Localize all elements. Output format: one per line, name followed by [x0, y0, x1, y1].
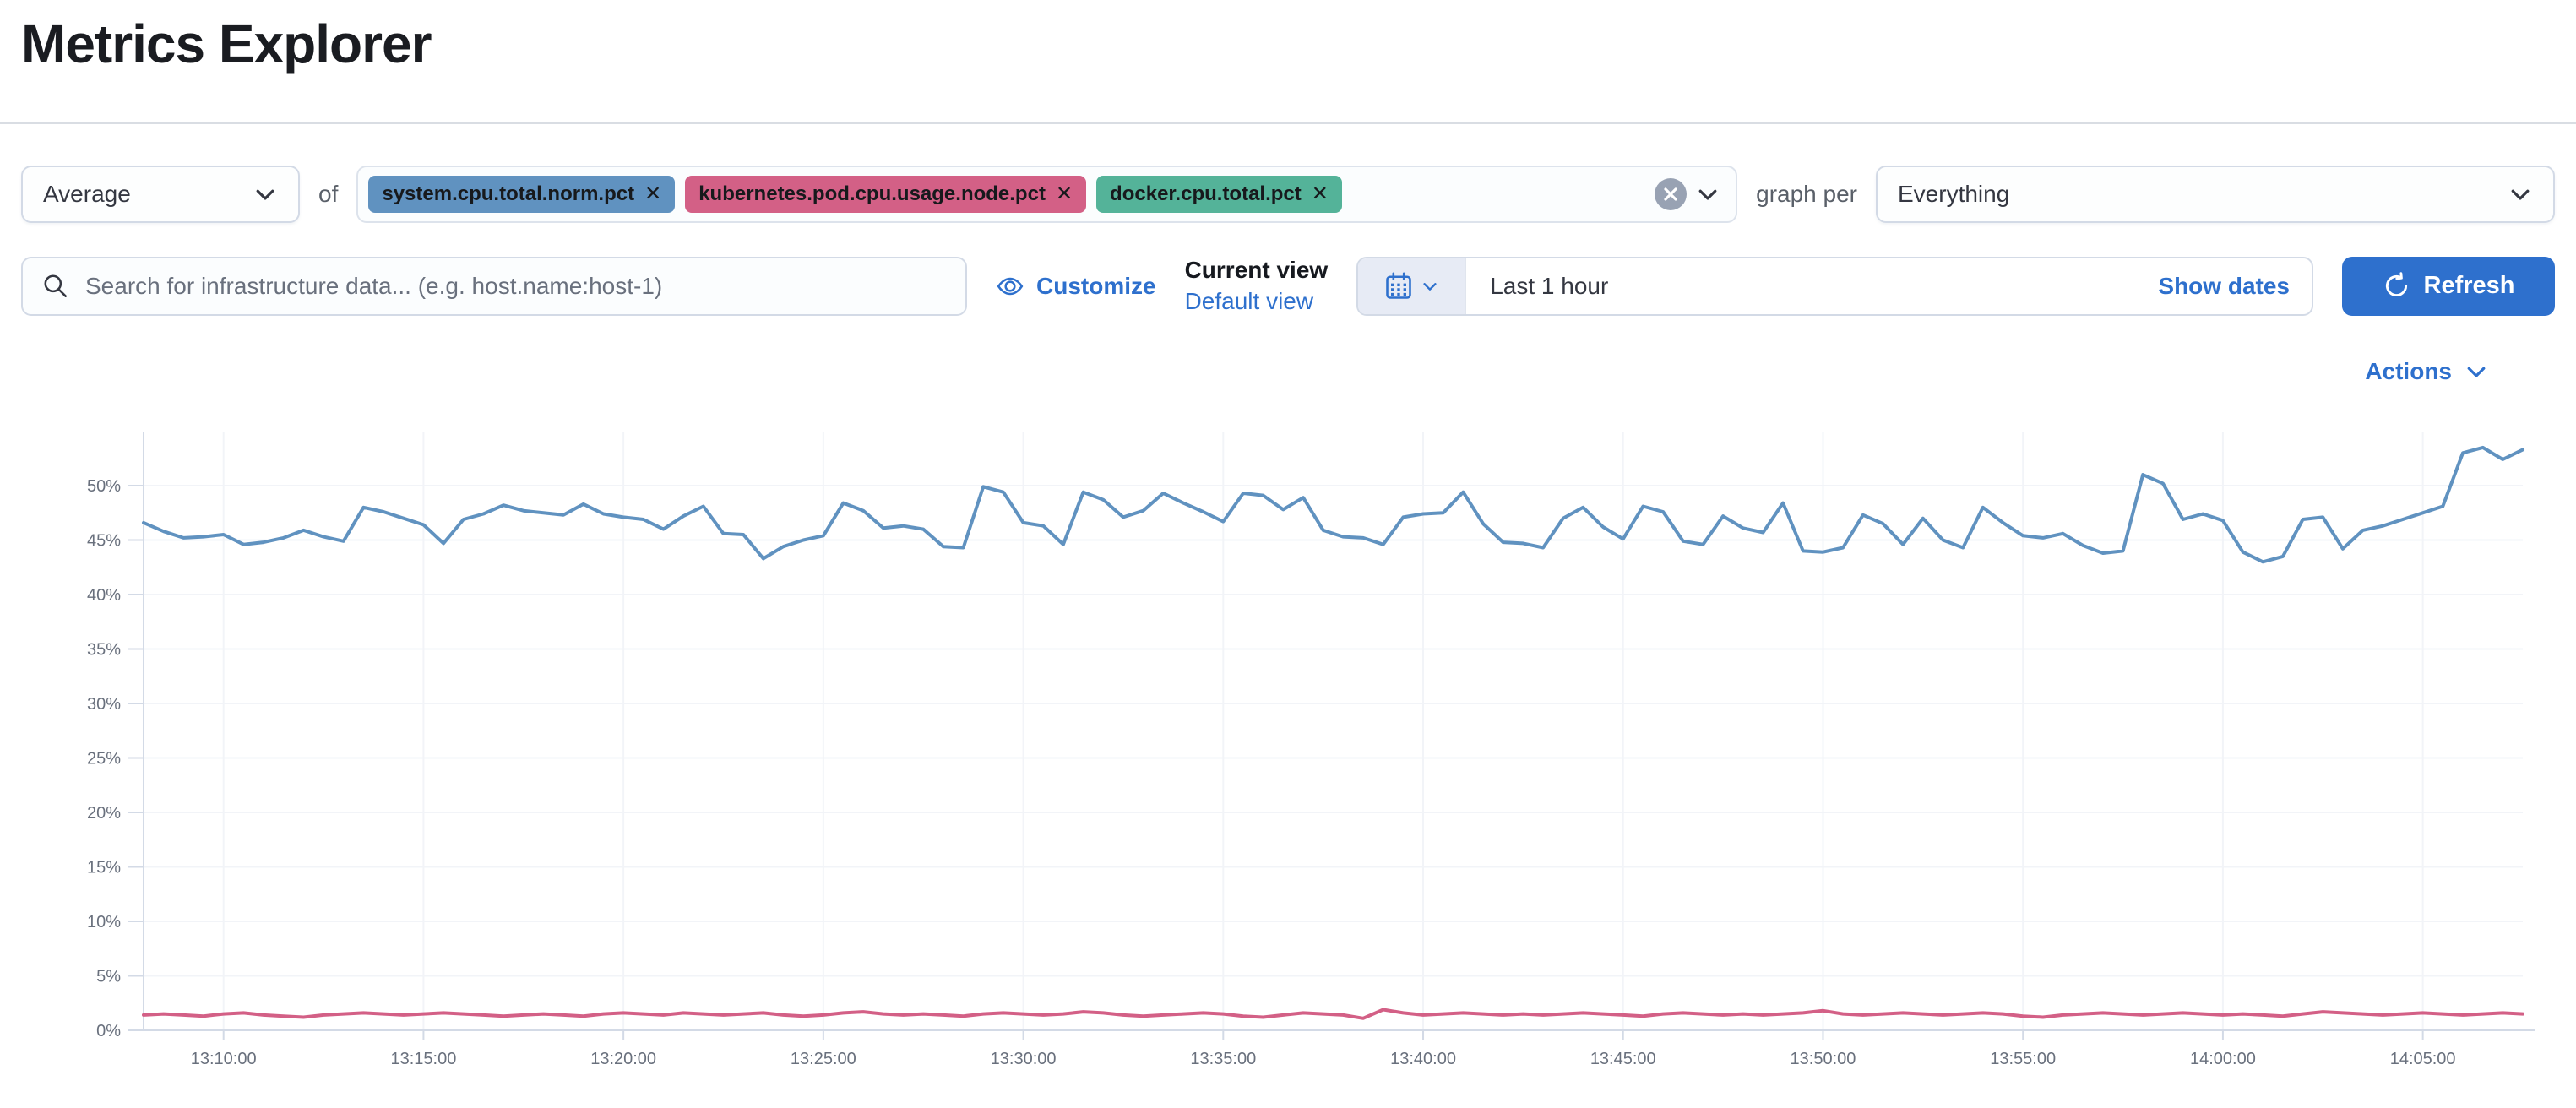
metric-pill-label: docker.cpu.total.pct — [1110, 182, 1302, 205]
super-date-picker: Last 1 hour Show dates — [1356, 256, 2313, 316]
aggregation-select[interactable]: Average — [21, 165, 300, 223]
x-axis-label: 13:25:00 — [791, 1050, 856, 1068]
customize-button[interactable]: Customize — [996, 272, 1156, 301]
x-axis-label: 13:50:00 — [1791, 1050, 1856, 1068]
y-axis-label: 35% — [87, 640, 121, 659]
pill-remove-icon[interactable]: ✕ — [644, 182, 662, 205]
metrics-toolbar: Average of system.cpu.total.norm.pct ✕ kub… — [21, 165, 2555, 223]
chevron-down-icon — [2467, 367, 2486, 377]
header-divider — [0, 122, 2576, 124]
x-axis-label: 13:35:00 — [1190, 1050, 1256, 1068]
y-axis-label: 45% — [87, 531, 121, 550]
chevron-down-icon — [1423, 282, 1437, 291]
view-selector: Current view Default view — [1184, 257, 1329, 315]
x-axis-label: 14:05:00 — [2390, 1050, 2456, 1068]
y-axis-label: 20% — [87, 804, 121, 823]
metric-pill-label: kubernetes.pod.cpu.usage.node.pct — [698, 182, 1046, 205]
customize-label: Customize — [1036, 272, 1156, 299]
eye-icon — [997, 277, 1024, 296]
y-axis-label: 5% — [96, 967, 121, 986]
search-icon — [44, 274, 67, 297]
x-axis-label: 13:10:00 — [191, 1050, 257, 1068]
pill-remove-icon[interactable]: ✕ — [1311, 182, 1329, 205]
series-line — [142, 1008, 2524, 1020]
metric-pill-label: system.cpu.total.norm.pct — [382, 182, 635, 205]
y-axis-label: 30% — [87, 695, 121, 714]
pill-remove-icon[interactable]: ✕ — [1055, 182, 1073, 205]
x-axis-label: 13:20:00 — [590, 1050, 656, 1068]
metric-pill[interactable]: docker.cpu.total.pct ✕ — [1096, 175, 1342, 213]
x-axis-label: 13:15:00 — [390, 1050, 456, 1068]
y-axis-label: 0% — [96, 1022, 121, 1040]
refresh-icon — [2385, 272, 2407, 297]
search-input[interactable] — [85, 272, 947, 300]
y-axis-label: 25% — [87, 749, 121, 768]
x-axis-label: 13:45:00 — [1590, 1050, 1656, 1068]
search-box[interactable] — [21, 256, 967, 316]
series-line — [142, 445, 2524, 564]
line-chart-canvas[interactable]: 0% 5% 10% 15% 20% 25% 30% 35% 40% 45% 50% 13:10:00 1… — [21, 421, 2555, 1075]
group-by-select[interactable]: Everything — [1876, 165, 2555, 223]
clear-icon[interactable] — [1655, 177, 1687, 210]
x-axis-label: 14:00:00 — [2190, 1050, 2256, 1068]
metrics-chart[interactable]: 0% 5% 10% 15% 20% 25% 30% 35% 40% 45% 50% 13:10:00 1… — [21, 421, 2555, 1075]
aggregation-value: Average — [43, 180, 131, 207]
actions-label: Actions — [2365, 357, 2452, 384]
chevron-down-icon — [2511, 189, 2530, 200]
metric-pill-list: system.cpu.total.norm.pct ✕ kubernetes.pod… — [368, 175, 1646, 213]
chart-actions-row: Actions — [21, 358, 2555, 385]
refresh-button[interactable]: Refresh — [2342, 256, 2555, 316]
calendar-icon — [1386, 272, 1411, 299]
of-label: of — [318, 180, 339, 207]
actions-menu-button[interactable]: Actions — [2365, 358, 2489, 385]
graph-per-label: graph per — [1756, 180, 1857, 207]
query-toolbar: Customize Current view Default view — [21, 256, 2555, 316]
y-axis-label: 40% — [87, 586, 121, 605]
chevron-down-icon[interactable] — [1695, 182, 1720, 207]
time-range-value[interactable]: Last 1 hour — [1490, 272, 1609, 299]
refresh-label: Refresh — [2423, 272, 2515, 300]
date-picker-quick-menu[interactable] — [1358, 258, 1467, 314]
page-title: Metrics Explorer — [21, 14, 432, 74]
x-axis-label: 13:40:00 — [1390, 1050, 1456, 1068]
y-axis-label: 10% — [87, 913, 121, 931]
x-axis-label: 13:30:00 — [991, 1050, 1057, 1068]
y-axis-label: 50% — [87, 477, 121, 496]
show-dates-button[interactable]: Show dates — [2158, 272, 2290, 299]
x-axis-label: 13:55:00 — [1990, 1050, 2056, 1068]
default-view-link[interactable]: Default view — [1184, 287, 1314, 314]
metric-pill[interactable]: kubernetes.pod.cpu.usage.node.pct ✕ — [685, 175, 1087, 213]
metric-pill[interactable]: system.cpu.total.norm.pct ✕ — [368, 175, 676, 213]
current-view-label: Current view — [1184, 257, 1329, 283]
chevron-down-icon — [256, 189, 274, 200]
y-axis-label: 15% — [87, 858, 121, 877]
group-by-value: Everything — [1898, 180, 2010, 207]
metrics-combobox[interactable]: system.cpu.total.norm.pct ✕ kubernetes.pod… — [356, 165, 1738, 223]
